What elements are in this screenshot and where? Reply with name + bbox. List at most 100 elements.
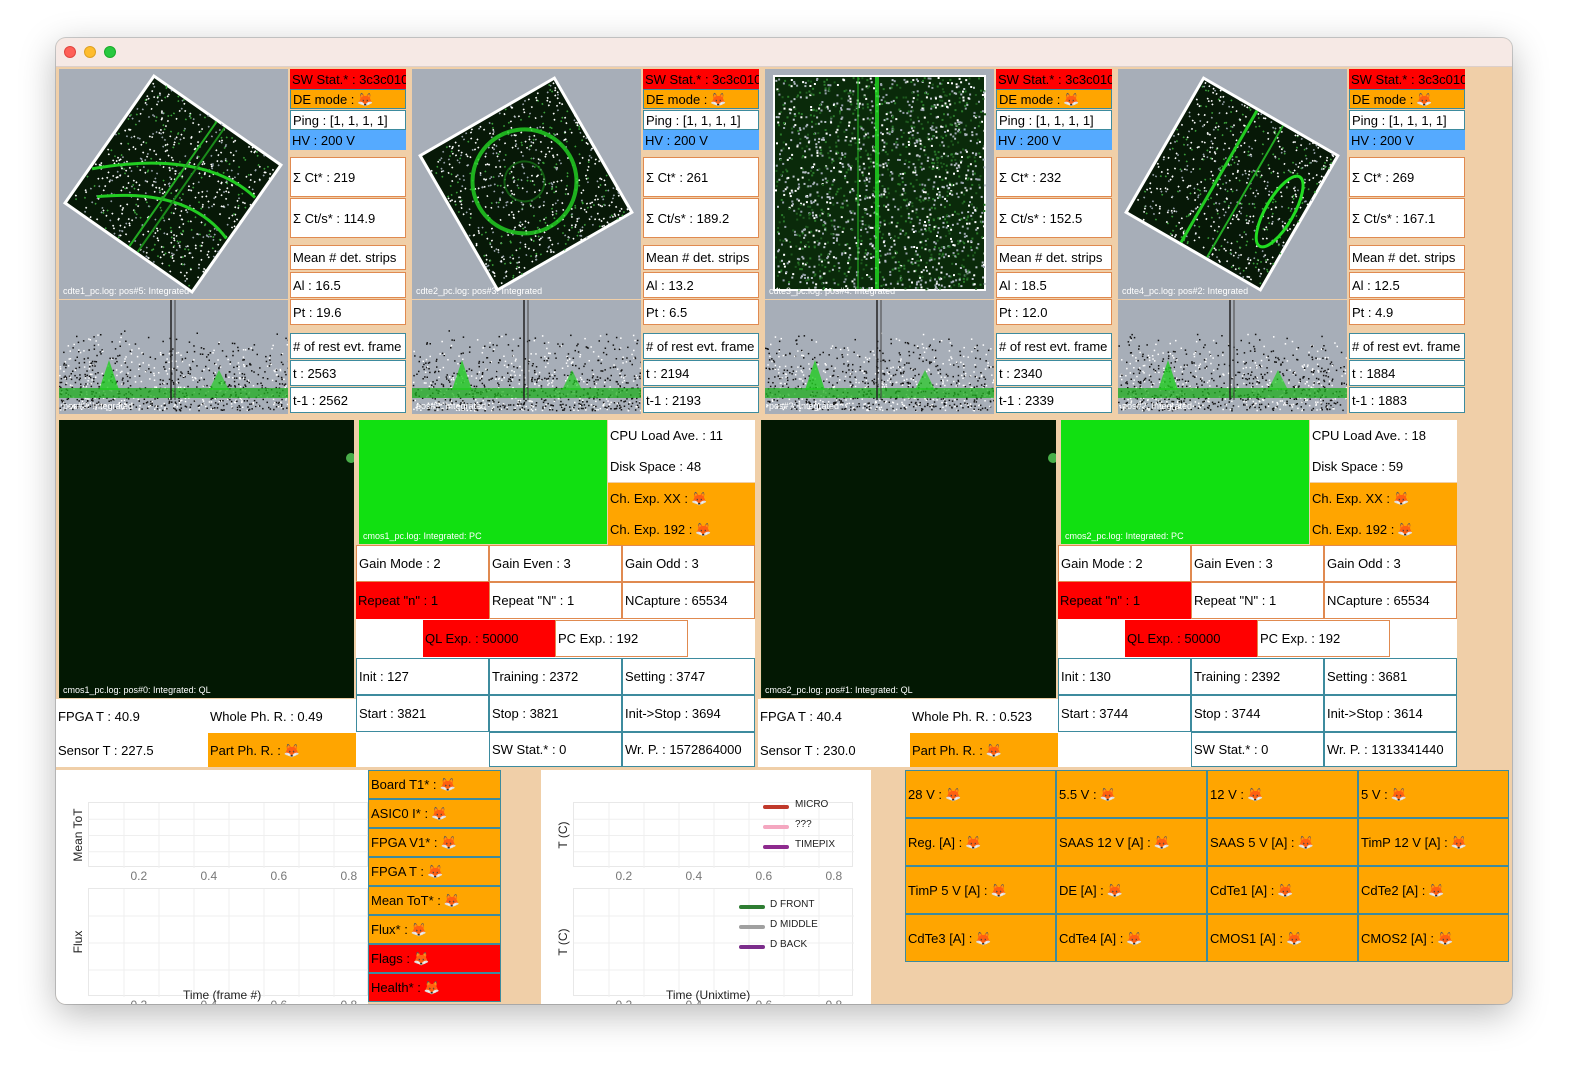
ping-status-text: Ping : [1, 1, 1, 1] (646, 112, 741, 128)
ch-exp-xx: Ch. Exp. XX : 🦊 (1310, 483, 1457, 514)
stop-time: Stop : 3821 (489, 695, 622, 732)
al-strips: Al : 18.5 (996, 272, 1112, 298)
ping-status-text: Ping : [1, 1, 1, 1] (999, 112, 1094, 128)
al-strips: Al : 16.5 (290, 272, 406, 298)
x-tick-label: 0.2 (130, 869, 148, 883)
fox-icon: 🦊 (283, 742, 300, 758)
gain-mode-text: Gain Mode : 2 (359, 556, 441, 571)
t-frame: t : 2194 (643, 360, 759, 386)
minimize-button[interactable] (84, 46, 96, 58)
rest-evt-header: # of rest evt. frame (1349, 333, 1465, 359)
init-stop-time-text: Init->Stop : 3614 (1327, 706, 1423, 721)
t-frame: t : 2340 (996, 360, 1112, 386)
power-cell-text: CdTe4 [A] : (1059, 930, 1124, 946)
setting-time: Setting : 3681 (1324, 658, 1457, 695)
legend-label: TIMEPIX (795, 839, 836, 850)
sw-status: SW Stat.* : 0 (489, 732, 622, 767)
flux-plot (88, 888, 369, 997)
x-tick-label: 0.8 (826, 998, 843, 1004)
de-mode: DE mode : 🦊 (996, 89, 1112, 109)
power-cell: CdTe4 [A] : 🦊 (1056, 914, 1207, 962)
training-time: Training : 2392 (1191, 658, 1324, 695)
cmos-ql-label: cmos1_pc.log: pos#0: Integrated: QL (63, 685, 211, 695)
timepix-status-4-text: Mean ToT* : (371, 893, 441, 908)
timepix-status-6: Flags : 🦊 (368, 944, 501, 973)
sum-count-rate: Σ Ct/s* : 152.5 (996, 198, 1112, 238)
de-mode: DE mode : 🦊 (1349, 89, 1465, 109)
fox-icon: 🦊 (990, 882, 1007, 898)
ping-status-text: Ping : [1, 1, 1, 1] (1352, 112, 1447, 128)
power-cell: Reg. [A] : 🦊 (905, 818, 1056, 866)
hv-status: HV : 200 V (290, 130, 406, 150)
mean-strips-header: Mean # det. strips (996, 245, 1112, 270)
ql-exposure-text: QL Exp. : 50000 (425, 631, 519, 646)
ql-exposure-text: QL Exp. : 50000 (1127, 631, 1221, 646)
mean-strips-header-text: Mean # det. strips (293, 250, 397, 265)
power-cell: 12 V : 🦊 (1207, 770, 1358, 818)
sensor-temp-text: Sensor T : 227.5 (58, 742, 154, 758)
fox-icon: 🦊 (1285, 930, 1303, 946)
sensor-temp: Sensor T : 227.5 (56, 733, 208, 767)
temp-plot-lower-ylabel: T (C) (556, 928, 570, 956)
temperature-plots: T (C) 0.2 0.4 0.6 0.8 T (C) 0.2 0.4 0.6 0.8 Time (… (541, 770, 871, 1004)
timepix-plots: Mean ToT 0.2 0.4 0.6 0.8 Flux 0.2 0.4 0.6 0.8 Time… (56, 770, 369, 1004)
al-strips-text: Al : 12.5 (1352, 277, 1400, 293)
cpu-load-text: CPU Load Ave. : 11 (610, 428, 723, 443)
power-cell: 5.5 V : 🦊 (1056, 770, 1207, 818)
al-strips: Al : 12.5 (1349, 272, 1465, 298)
ncapture: NCapture : 65534 (622, 582, 755, 619)
fpga-temp-text: FPGA T : 40.9 (58, 708, 140, 724)
cdte-image-label: cdte4_pc.log: pos#2: Integrated (1122, 286, 1249, 296)
pt-strips-text: Pt : 19.6 (293, 304, 342, 320)
gain-odd-text: Gain Odd : 3 (625, 556, 699, 571)
sum-count-rate-text: Σ Ct/s* : 189.2 (646, 210, 730, 226)
power-cell-text: 12 V : (1210, 786, 1244, 802)
disk-space-text: Disk Space : 48 (610, 459, 702, 474)
init-stop-time-text: Init->Stop : 3694 (625, 706, 721, 721)
rest-evt-header-text: # of rest evt. frame (999, 338, 1108, 354)
cdte-image-label: cdte1_pc.log: pos#5: Integrated (63, 286, 190, 296)
hv-status-text: HV : 200 V (292, 132, 355, 148)
sum-counts: Σ Ct* : 219 (290, 157, 406, 197)
mean-strips-header-text: Mean # det. strips (1352, 250, 1456, 265)
sum-counts: Σ Ct* : 269 (1349, 157, 1465, 197)
sw-status: SW Stat.* : 3c3c010 (1349, 69, 1465, 89)
hv-status: HV : 200 V (1349, 130, 1465, 150)
close-button[interactable] (64, 46, 76, 58)
power-cell: CMOS1 [A] : 🦊 (1207, 914, 1358, 962)
t-frame-text: t : 1884 (1352, 365, 1396, 381)
rest-evt-header-text: # of rest evt. frame (646, 338, 755, 354)
pt-strips: Pt : 6.5 (643, 299, 759, 325)
repeat-n-small-text: Repeat "n" : 1 (1060, 593, 1141, 608)
repeat-n-big-text: Repeat "N" : 1 (492, 593, 575, 608)
cmos-ql-image: cmos1_pc.log: pos#0: Integrated: QL (59, 420, 354, 698)
timepix-status-5: Flux* : 🦊 (368, 915, 501, 944)
write-pointer-text: Wr. P. : 1572864000 (625, 742, 742, 757)
cmos-pc-label: cmos1_pc.log: Integrated: PC (363, 531, 482, 541)
hv-status-text: HV : 200 V (1351, 132, 1414, 148)
stop-time-text: Stop : 3821 (492, 706, 559, 721)
pt-strips: Pt : 4.9 (1349, 299, 1465, 325)
power-cell: CdTe3 [A] : 🦊 (905, 914, 1056, 962)
zoom-button[interactable] (104, 46, 116, 58)
ch-exp-192-text: Ch. Exp. 192 : (610, 522, 693, 537)
fox-icon: 🦊 (440, 835, 457, 850)
fox-icon: 🦊 (944, 786, 962, 802)
x-tick-label: 0.8 (340, 869, 358, 883)
setting-time-text: Setting : 3681 (1327, 669, 1408, 684)
rest-evt-header-text: # of rest evt. frame (293, 338, 402, 354)
ping-status-text: Ping : [1, 1, 1, 1] (293, 112, 388, 128)
legend-swatch (739, 905, 765, 909)
x-tick-label: 0.4 (200, 869, 218, 883)
t-minus-1-frame-text: t-1 : 2562 (293, 392, 348, 408)
timepix-xlabel: Time (frame #) (183, 988, 262, 1002)
al-strips: Al : 13.2 (643, 272, 759, 298)
gain-mode: Gain Mode : 2 (356, 545, 489, 582)
hv-status: HV : 200 V (996, 130, 1112, 150)
timepix-status-1-text: ASIC0 I* : (371, 806, 429, 821)
ch-exp-xx-text: Ch. Exp. XX : (1312, 491, 1391, 506)
init-stop-time: Init->Stop : 3694 (622, 695, 755, 732)
fox-icon: 🦊 (431, 806, 448, 821)
de-mode-text: DE mode : (999, 91, 1061, 107)
disk-space-text: Disk Space : 59 (1312, 459, 1404, 474)
